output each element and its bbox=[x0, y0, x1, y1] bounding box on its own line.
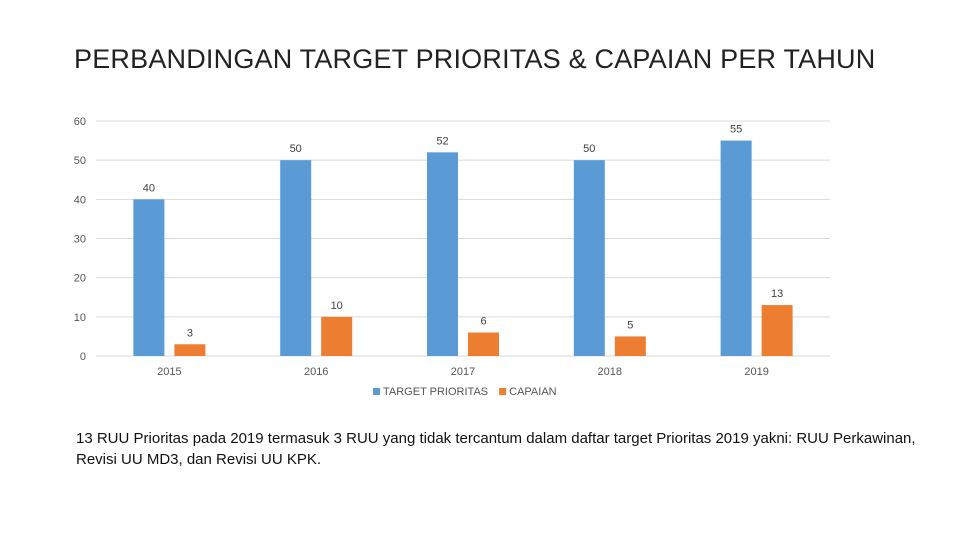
x-tick-label: 2017 bbox=[451, 366, 475, 378]
legend-swatch bbox=[499, 388, 507, 395]
y-tick-label: 20 bbox=[74, 273, 86, 285]
bar-capaian-2015 bbox=[174, 344, 206, 356]
bar-target-prioritas-2016 bbox=[280, 160, 312, 356]
data-label: 5 bbox=[627, 319, 633, 331]
y-tick-label: 10 bbox=[74, 312, 86, 324]
x-tick-label: 2018 bbox=[598, 366, 622, 378]
data-label: 10 bbox=[331, 300, 343, 312]
legend-label: TARGET PRIORITAS bbox=[383, 386, 488, 398]
data-label: 3 bbox=[187, 327, 193, 339]
legend-label: CAPAIAN bbox=[509, 386, 557, 398]
legend-swatch bbox=[373, 388, 380, 395]
slide-title: PERBANDINGAN TARGET PRIORITAS & CAPAIAN … bbox=[74, 44, 876, 74]
x-tick-label: 2019 bbox=[744, 366, 768, 378]
data-label: 50 bbox=[583, 143, 595, 155]
data-label: 13 bbox=[771, 288, 783, 300]
bar-capaian-2017 bbox=[468, 332, 499, 356]
data-label: 52 bbox=[436, 135, 448, 147]
data-label: 40 bbox=[143, 182, 155, 194]
bar-capaian-2018 bbox=[614, 336, 646, 356]
y-tick-label: 40 bbox=[74, 194, 86, 206]
x-tick-label: 2015 bbox=[157, 366, 181, 378]
x-tick-label: 2016 bbox=[304, 366, 328, 378]
y-tick-label: 60 bbox=[74, 116, 86, 128]
x-axis-ticks: 2015 2016 2017 2018 2019 bbox=[157, 366, 769, 378]
bar-target-prioritas-2017 bbox=[427, 152, 458, 356]
y-axis-ticks: 0 10 20 30 40 50 60 bbox=[74, 116, 86, 363]
bar-capaian-2019 bbox=[761, 305, 793, 356]
bar-target-prioritas-2018 bbox=[573, 160, 605, 356]
bar-target-prioritas-2019 bbox=[720, 140, 752, 356]
gridlines bbox=[96, 120, 830, 357]
data-label: 55 bbox=[730, 124, 742, 136]
y-tick-label: 30 bbox=[74, 234, 86, 246]
bar-target-prioritas-2015 bbox=[133, 199, 165, 356]
bar-capaian-2016 bbox=[321, 316, 353, 356]
y-tick-label: 50 bbox=[74, 155, 86, 167]
data-label: 6 bbox=[480, 316, 486, 328]
slide-caption: 13 RUU Prioritas pada 2019 termasuk 3 RU… bbox=[76, 430, 916, 468]
bars bbox=[133, 140, 793, 356]
data-label: 50 bbox=[290, 143, 302, 155]
y-tick-label: 0 bbox=[80, 351, 86, 363]
legend: TARGET PRIORITAS CAPAIAN bbox=[373, 386, 557, 398]
